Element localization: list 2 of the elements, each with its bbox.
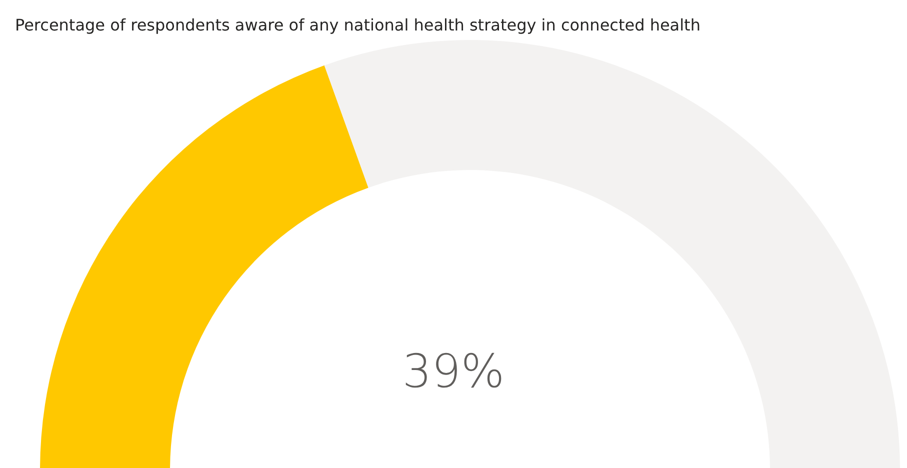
text: 39%	[402, 344, 505, 398]
chart-title: Percentage of respondents aware of any national health strategy in connected health	[15, 16, 700, 34]
